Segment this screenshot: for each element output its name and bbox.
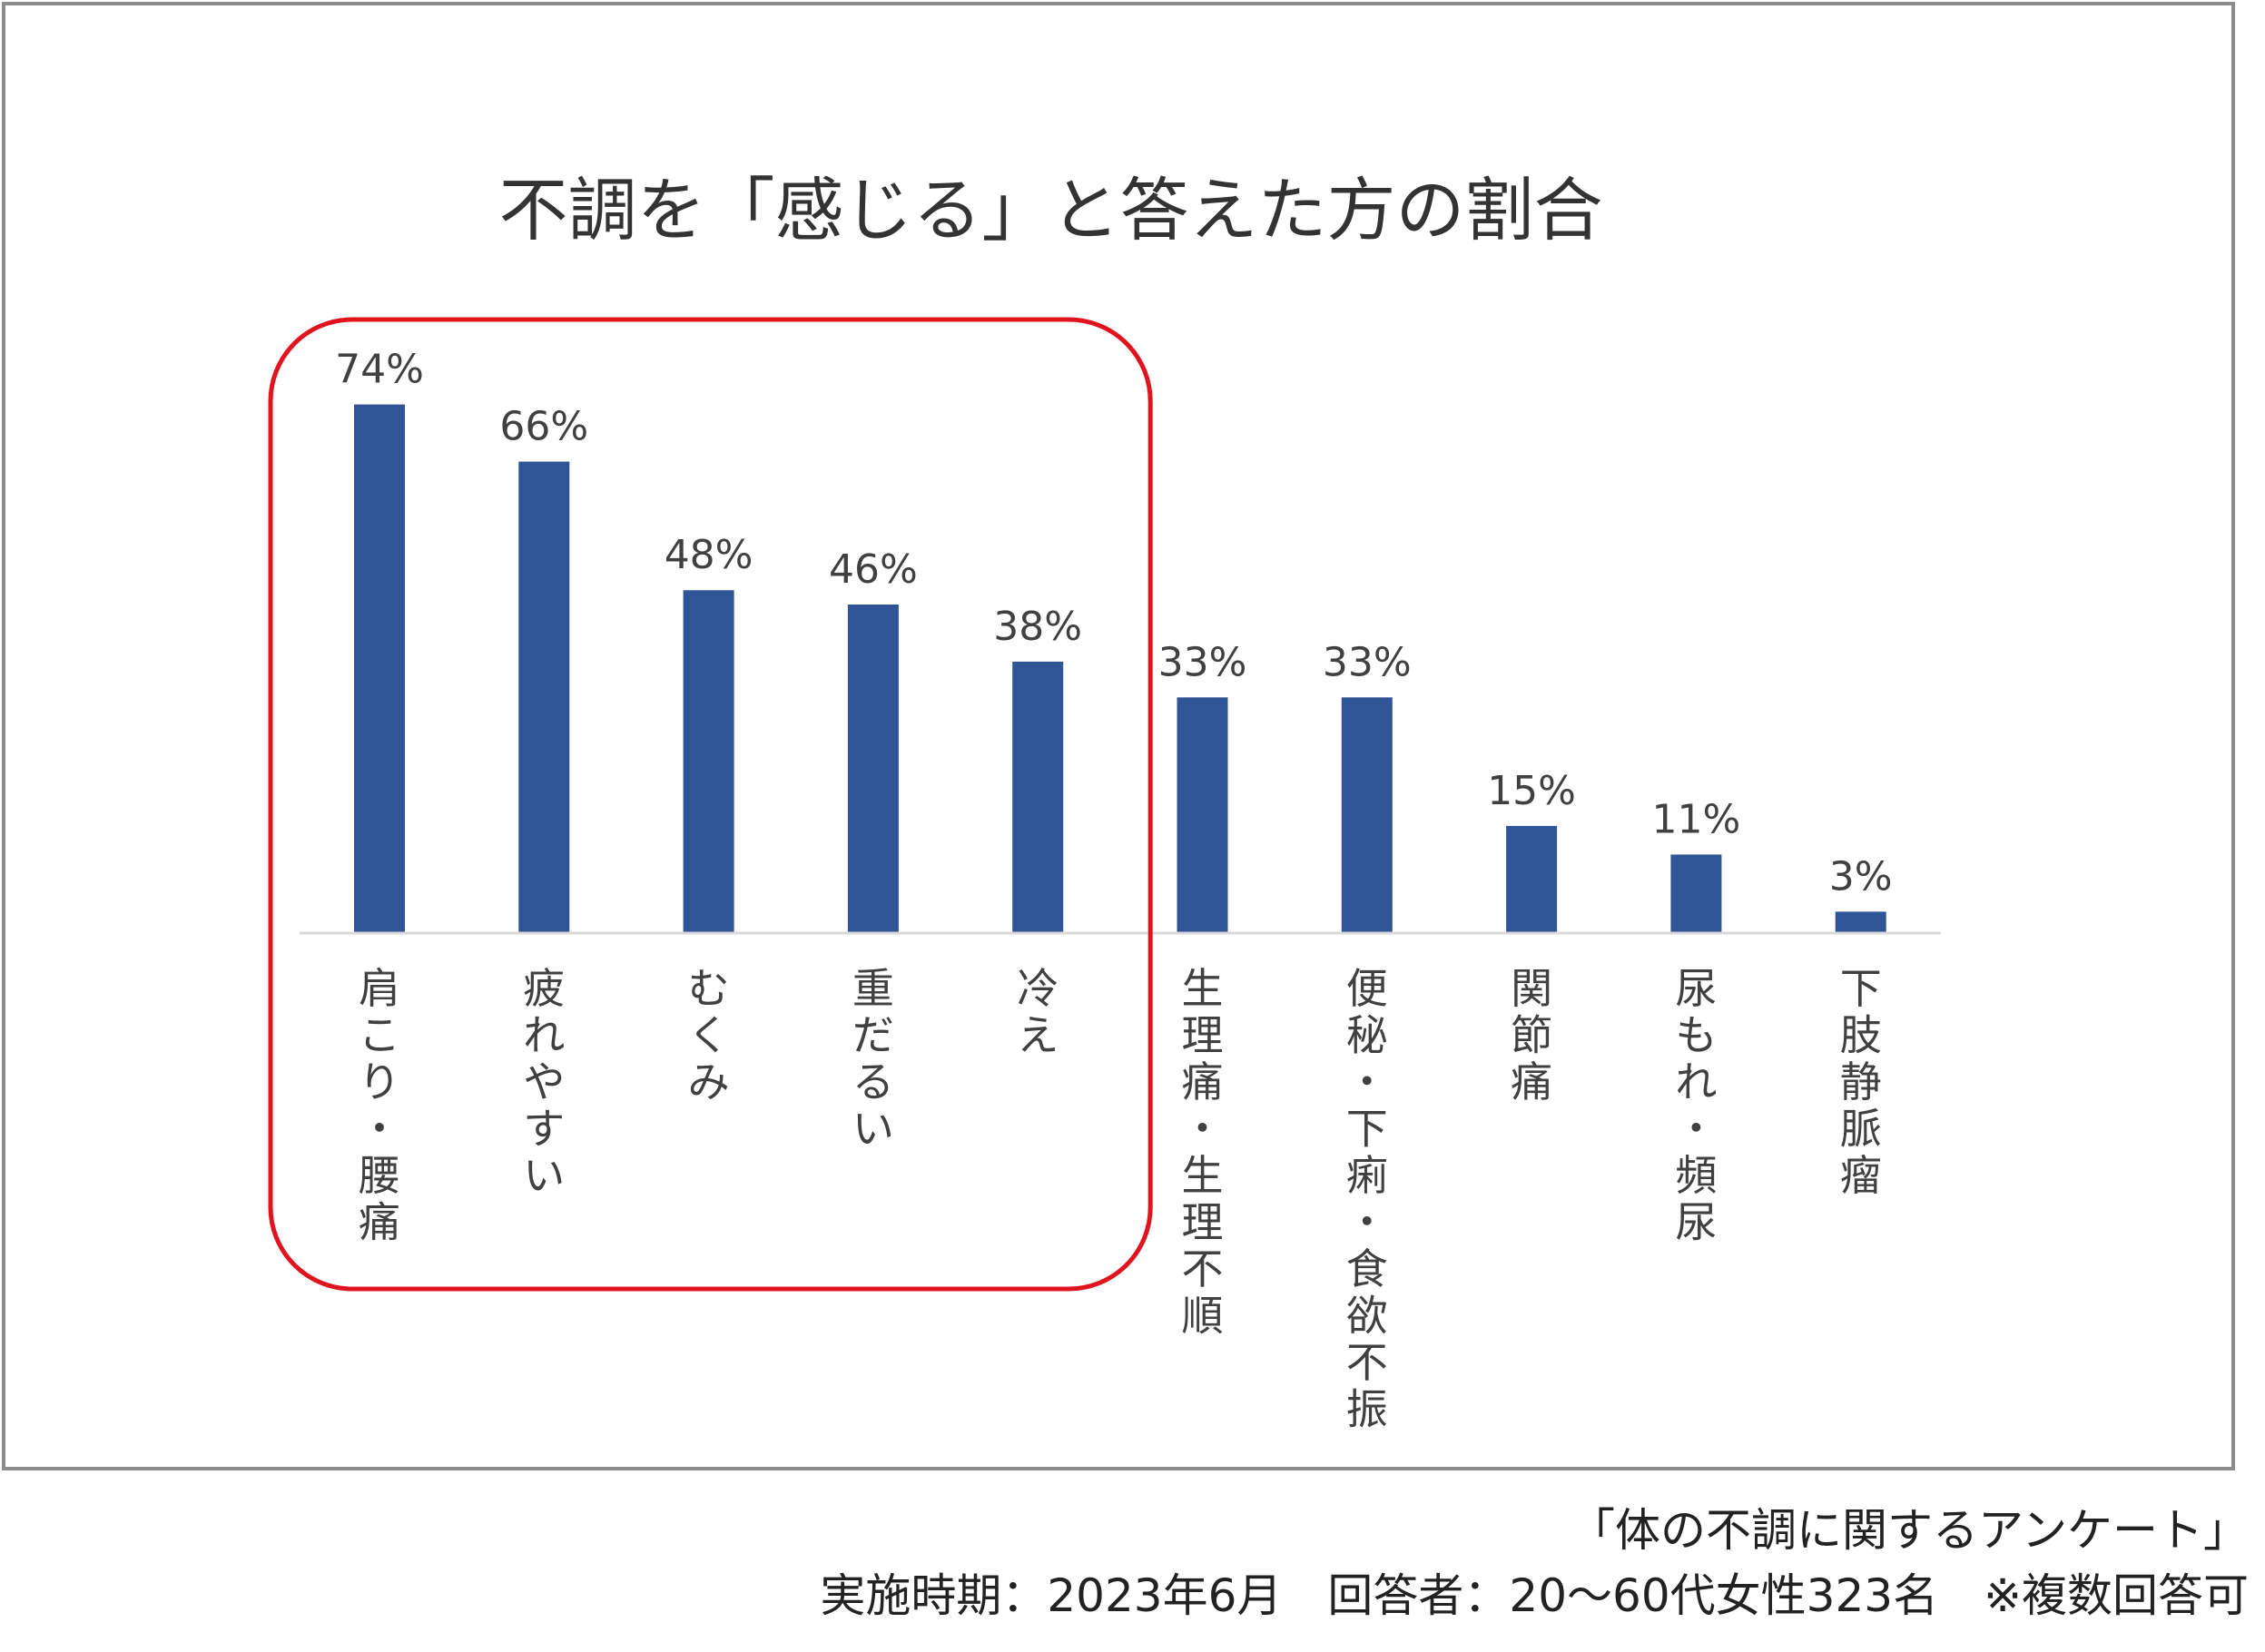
category-label-2: 疲れやすい [523,964,565,1200]
bar-10 [1835,911,1886,933]
bar-3 [683,590,734,933]
survey-source: 「体の不調に関するアンケート」 [1570,1504,2249,1557]
bar-4 [847,604,899,933]
chart-title: 不調を「感じる」と答えた方の割合 [498,170,1603,251]
category-label-1: 肩こり・腰痛 [359,964,400,1247]
survey-details: 実施時期：2023年6月 回答者：20～60代女性323名 ※複数回答可 [820,1569,2249,1622]
category-label-6: 生理痛・生理不順 [1182,964,1224,1341]
value-label-2: 66% [499,404,588,450]
category-label-9: 尿もれ・頻尿 [1675,964,1717,1247]
category-label-4: 重だるい [852,964,894,1154]
footer: 「体の不調に関するアンケート」 実施時期：2023年6月 回答者：20～60代女… [820,1498,2249,1628]
highlight-box [268,317,1153,1292]
bar-chart: 74% 66% 48% 46% 38% 33% 33% 15% 11% 3% 肩こり・腰痛 疲れやす… [268,317,1941,1434]
bar-6 [1177,697,1228,933]
value-label-5: 38% [993,604,1082,650]
category-label-5: 冷え [1017,964,1059,1060]
value-label-6: 33% [1158,639,1247,685]
bar-9 [1670,854,1722,933]
category-label-10: 下肢静脈瘤 [1840,964,1882,1200]
value-label-9: 11% [1652,796,1741,842]
bar-1 [354,404,405,933]
category-label-3: むくみ [688,964,730,1106]
value-label-3: 48% [665,532,753,578]
value-label-7: 33% [1323,639,1412,685]
value-label-4: 46% [829,546,918,593]
bars-group [354,404,1886,934]
bar-8 [1506,825,1558,933]
category-label-7: 便秘・下痢・食欲不振 [1346,964,1388,1434]
bar-5 [1012,661,1064,933]
bar-2 [518,461,570,934]
value-label-10: 3% [1829,853,1893,900]
value-label-8: 15% [1487,768,1576,814]
category-label-8: 関節痛 [1511,964,1552,1106]
category-labels-group: 肩こり・腰痛 疲れやすい むくみ 重だるい 冷え 生理痛・生理不順 便秘・下痢・食欲不振 関節… [359,964,1882,1434]
bar-7 [1341,697,1393,933]
value-label-1: 74% [335,347,424,393]
value-labels-group: 74% 66% 48% 46% 38% 33% 33% 15% 11% 3% [335,347,1893,900]
